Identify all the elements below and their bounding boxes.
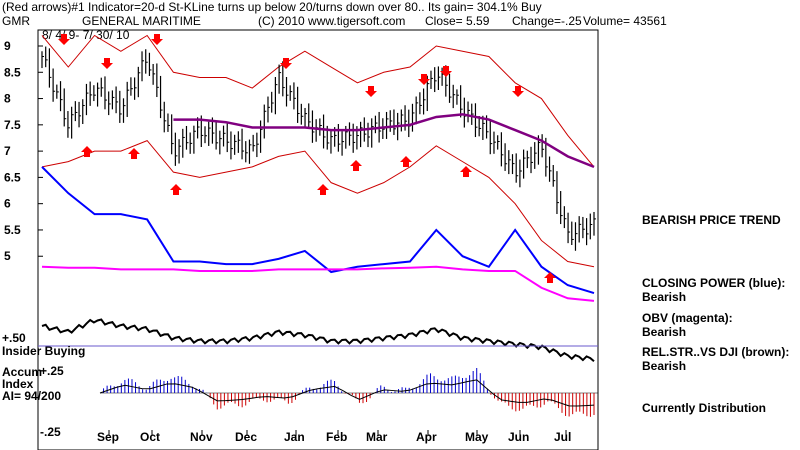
rel-strength-line — [41, 318, 595, 363]
copyright-text: (C) 2010 www.tigersoft.com — [258, 14, 405, 28]
relstr-status: Bearish — [642, 359, 687, 373]
buy-arrow — [317, 184, 329, 195]
x-tick-label: Dec — [235, 430, 257, 444]
accum-title-2: Index — [2, 377, 34, 391]
x-tick-label: Nov — [190, 430, 213, 444]
y-tick-label: 7 — [4, 144, 11, 158]
closing-power-line — [41, 166, 595, 294]
volume-value: Volume= 43561 — [583, 14, 667, 28]
closing-power-status: Bearish — [642, 290, 687, 304]
x-tick-label: Feb — [326, 430, 347, 444]
y-tick-label: 6.5 — [4, 170, 21, 184]
relstr-label: REL.STR..VS DJI (brown): Bearish — [642, 345, 789, 373]
x-tick-label: Mar — [366, 430, 388, 444]
signal-arrows — [58, 34, 556, 283]
sell-arrow — [101, 58, 113, 69]
closing-power-title: CLOSING POWER (blue): — [642, 276, 786, 290]
x-tick-label: Apr — [416, 430, 437, 444]
buy-arrow — [170, 184, 182, 195]
closing-power-series — [41, 166, 595, 294]
price-bars — [41, 46, 596, 251]
upper-band — [41, 34, 595, 168]
plot-frame — [37, 29, 599, 450]
company-name: GENERAL MARITIME — [82, 14, 201, 28]
obv-label: OBV (magenta): Bearish — [642, 311, 733, 339]
obv-status: Bearish — [642, 325, 687, 339]
y-tick-label: 8 — [4, 92, 11, 106]
buy-arrow — [400, 156, 412, 167]
change-value: Change=-.25 — [512, 14, 582, 28]
sell-arrow — [280, 58, 292, 69]
moving-average-line — [173, 113, 595, 169]
minus25-label: -.25 — [40, 425, 61, 439]
y-tick-label: 8.5 — [4, 65, 21, 79]
accum-smooth-line — [99, 379, 595, 407]
insider-buying-label: Insider Buying — [2, 344, 86, 358]
chart-header-line: (Red arrows)#1 Indicator=20-d St-KLine t… — [2, 0, 542, 14]
x-tick-label: Oct — [140, 430, 160, 444]
sell-arrow — [151, 34, 163, 45]
y-tick-label: 9 — [4, 39, 11, 53]
upper-band-line — [41, 34, 595, 168]
relstr-title: REL.STR..VS DJI (brown): — [642, 345, 790, 359]
close-value: Close= 5.59 — [425, 14, 490, 28]
x-tick-label: Sep — [97, 430, 119, 444]
y-tick-label: 5 — [4, 249, 11, 263]
ticker-label: GMR — [2, 14, 30, 28]
x-axis-ticks: Sep Oct Nov Dec Jan Feb Mar Apr May Jun Jul — [97, 430, 571, 444]
accum-ai-value: AI= 94/200 — [2, 389, 62, 403]
buy-arrow — [81, 146, 93, 157]
x-tick-label: Jun — [508, 430, 529, 444]
moving-average — [173, 113, 595, 169]
plus50-label: +.50 — [2, 331, 26, 345]
y-tick-label: 7.5 — [4, 118, 21, 132]
buy-arrow — [460, 166, 472, 177]
x-tick-label: May — [465, 430, 489, 444]
trend-text: BEARISH PRICE TREND — [642, 213, 781, 227]
closing-power-label: CLOSING POWER (blue): Bearish — [642, 276, 785, 304]
y-tick-label: 6 — [4, 197, 11, 211]
accum-title-1: Accum — [2, 365, 43, 379]
buy-arrow — [128, 148, 140, 159]
obv-line — [41, 265, 595, 302]
sell-arrow — [512, 86, 524, 97]
sell-arrow — [440, 66, 452, 77]
trend-label: BEARISH PRICE TREND — [642, 213, 781, 227]
sell-arrow — [365, 86, 377, 97]
y-axis-ticks: 9 8.5 8 7.5 7 6.5 6 5.5 5 — [4, 39, 43, 263]
plus25-label: +.25 — [40, 364, 64, 378]
x-tick-label: Jul — [554, 430, 571, 444]
x-tick-label: Jan — [284, 430, 305, 444]
lower-band — [41, 140, 595, 268]
accum-status-text: Currently Distribution — [642, 401, 767, 415]
lower-band-line — [41, 140, 595, 268]
obv-title: OBV (magenta): — [642, 311, 733, 325]
rel-strength-series — [41, 318, 595, 363]
sell-arrow — [58, 34, 70, 45]
buy-arrow — [350, 160, 362, 171]
obv-series — [41, 265, 595, 302]
accum-status-label: Currently Distribution — [642, 401, 766, 415]
y-tick-label: 5.5 — [4, 223, 21, 237]
accum-index-bars — [99, 368, 595, 417]
buy-arrow — [544, 272, 556, 283]
sell-arrow — [418, 74, 430, 85]
